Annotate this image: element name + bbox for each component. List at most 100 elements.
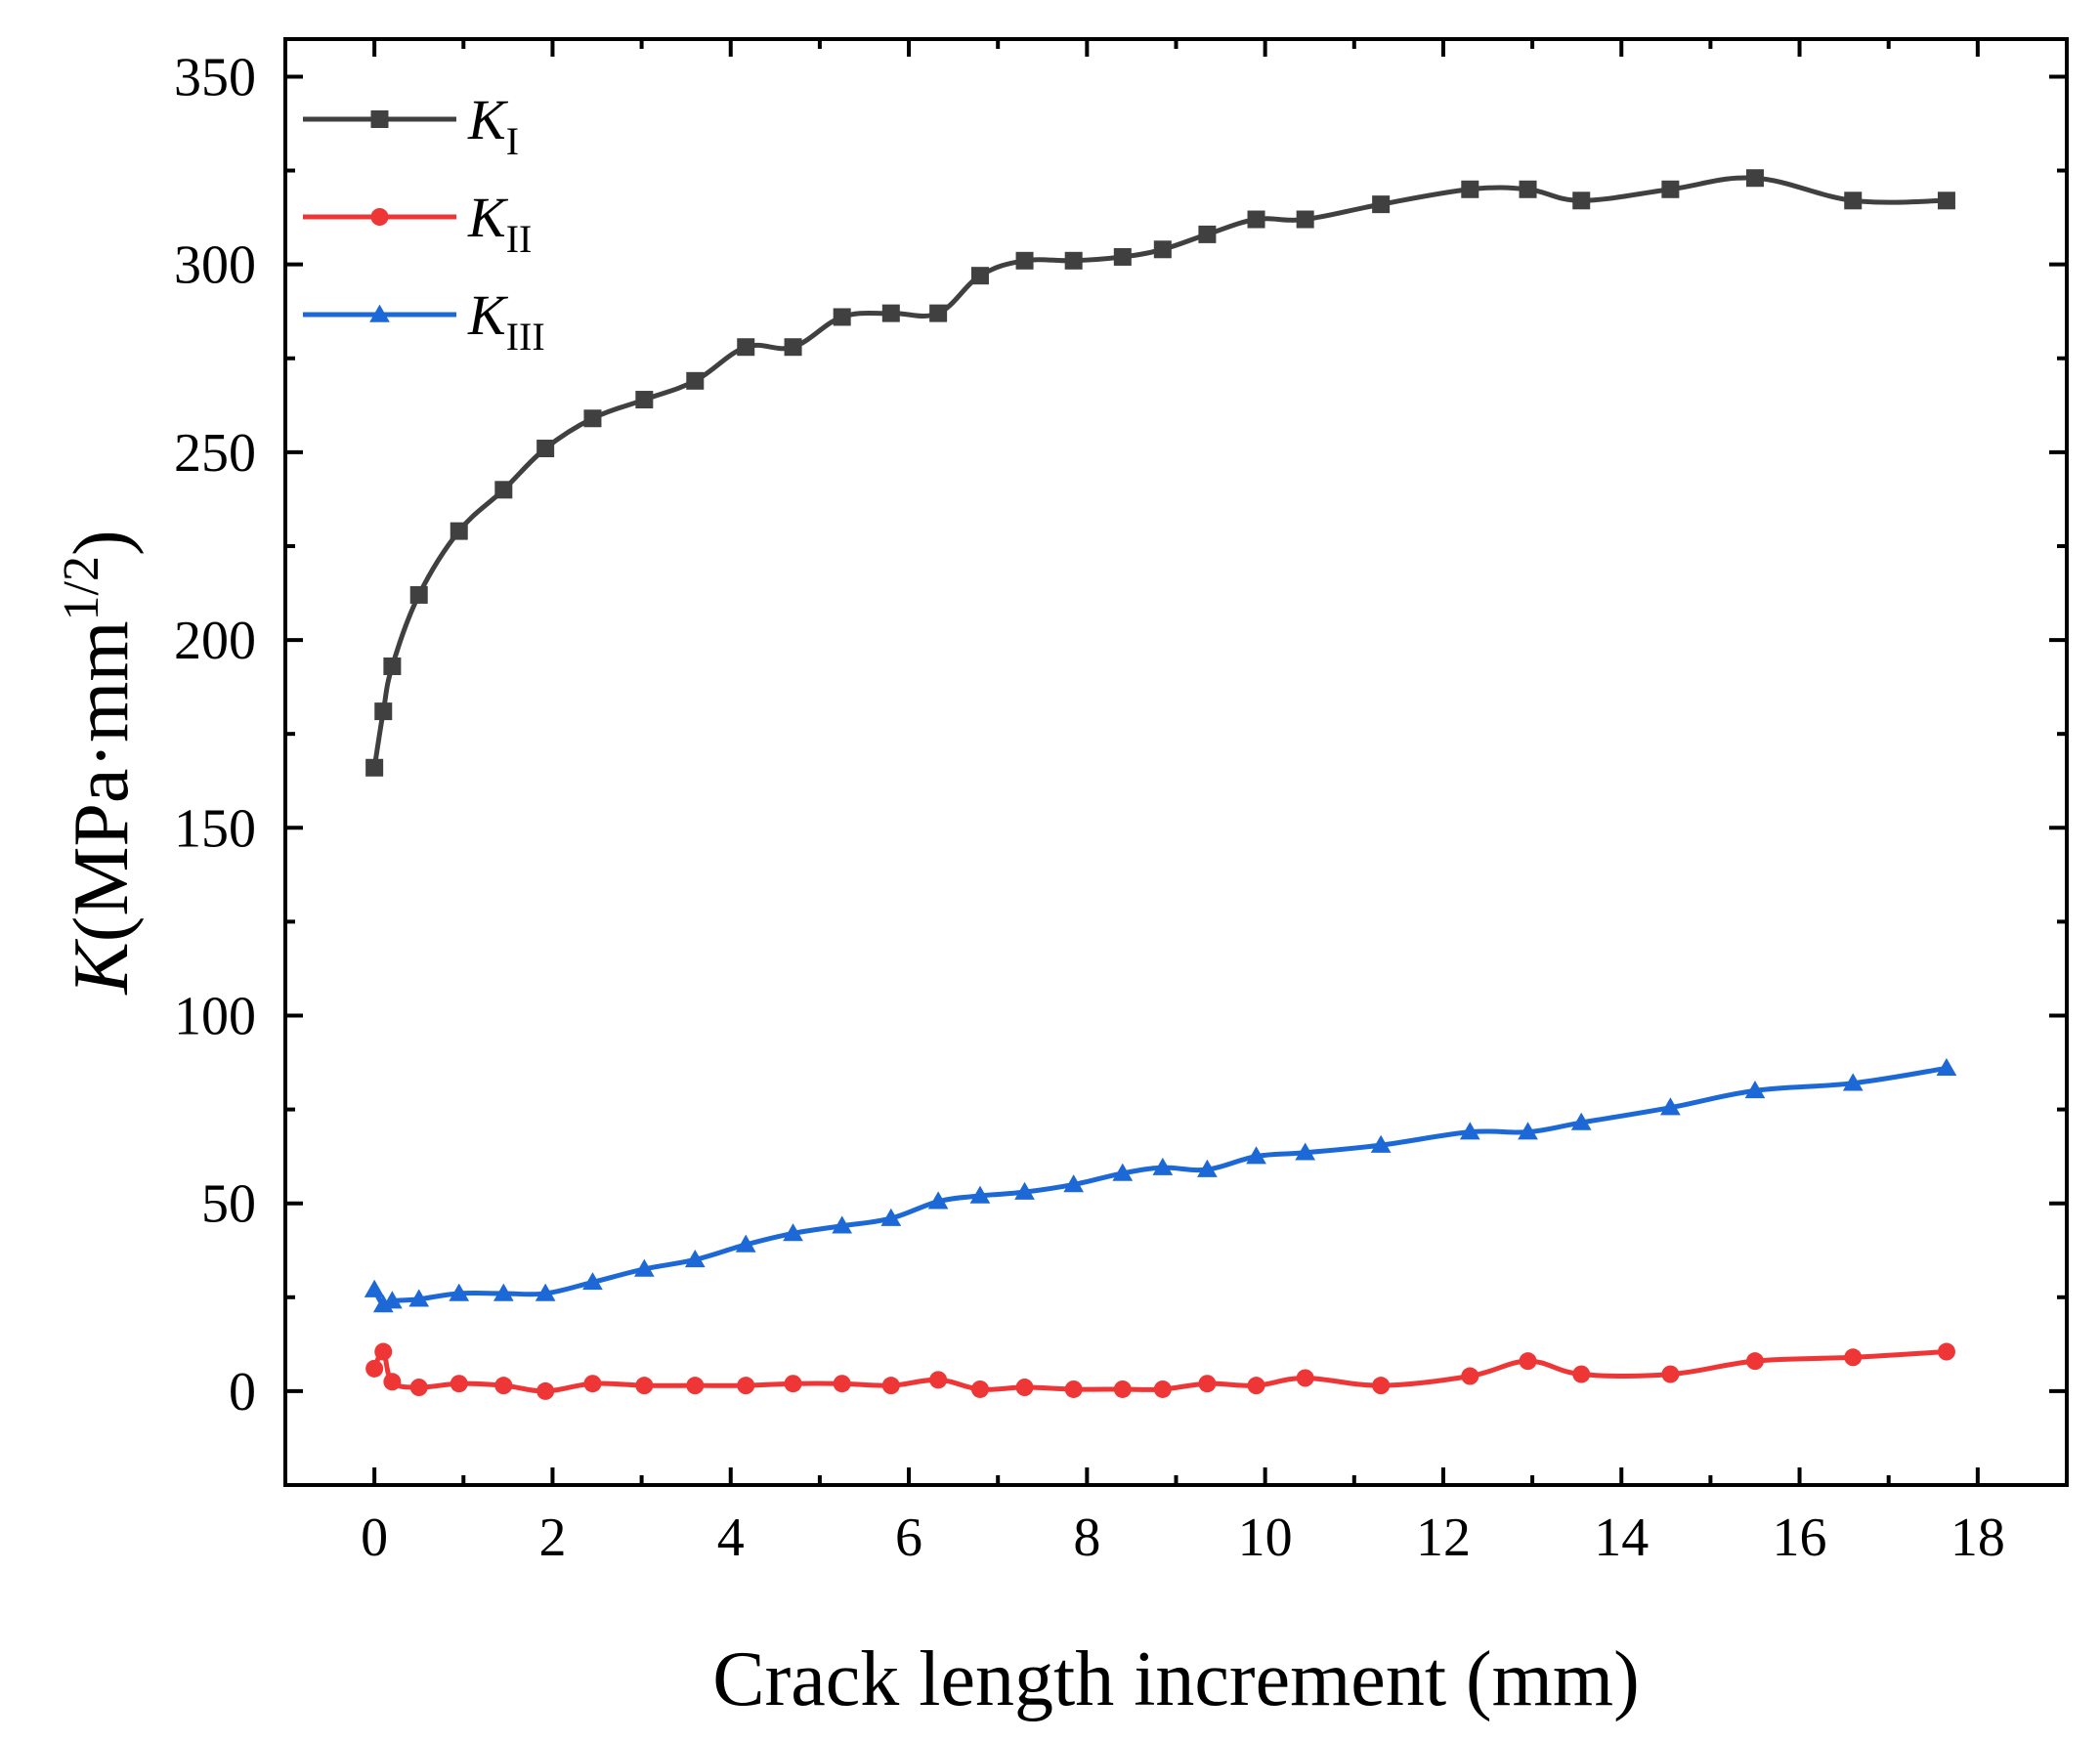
data-point (1661, 1365, 1680, 1383)
y-axis-title-close: ) (59, 530, 145, 556)
legend-swatch-marker (370, 208, 389, 226)
data-point (1844, 191, 1863, 210)
y-tick-label: 50 (201, 1174, 256, 1235)
data-point (1152, 1157, 1174, 1175)
data-point (1519, 180, 1537, 198)
data-point (783, 1223, 803, 1242)
x-tick-label: 4 (717, 1507, 745, 1568)
tick-label-layer: 0 2 4 6 8 10 12 14 16 18 0 50 100 150 200 250 300 350 (174, 47, 2005, 1568)
data-point (929, 304, 948, 322)
data-point (1842, 1073, 1864, 1091)
data-point (1572, 1365, 1591, 1383)
y-tick-label: 0 (229, 1362, 256, 1423)
data-point (493, 1283, 514, 1301)
x-axis-title: Crack length increment (mm) (712, 1636, 1640, 1722)
data-point (1246, 1146, 1266, 1165)
data-point (1937, 191, 1955, 210)
data-point (450, 1375, 468, 1393)
data-point (927, 1191, 949, 1210)
data-point (969, 1185, 991, 1204)
data-point (1461, 180, 1479, 198)
data-point (686, 1377, 705, 1395)
y-axis-title-unit: (MPa·mm (59, 620, 145, 942)
data-point (929, 1371, 948, 1389)
data-point (1015, 1379, 1034, 1397)
data-point (833, 308, 851, 326)
data-point (1372, 195, 1391, 214)
x-tick-label: 18 (1950, 1507, 2005, 1568)
data-point (880, 1208, 902, 1226)
data-point (1247, 1377, 1265, 1395)
legend-swatch-marker (369, 304, 390, 322)
data-point (735, 1234, 756, 1253)
y-tick-label: 350 (174, 47, 256, 107)
data-point (1660, 1097, 1681, 1116)
data-point (536, 1381, 555, 1400)
data-point (383, 1373, 402, 1391)
data-point (1112, 1163, 1134, 1181)
data-point (1113, 1380, 1132, 1398)
y-tick-label: 150 (174, 798, 256, 859)
data-point (970, 267, 989, 285)
legend-label: KIII (467, 283, 545, 359)
tick-layer (283, 39, 2069, 1487)
legend-item: KIII (303, 283, 545, 359)
legend-item: KII (303, 186, 532, 261)
series-k-iii (364, 1057, 1957, 1313)
y-tick-label: 100 (174, 986, 256, 1046)
data-point (881, 304, 900, 322)
data-point (737, 1377, 755, 1395)
data-point (635, 391, 654, 409)
data-point (1745, 169, 1764, 188)
data-point (686, 371, 705, 390)
series-line (371, 1065, 1948, 1308)
data-point (1064, 1380, 1083, 1398)
series-line (371, 175, 1947, 769)
data-point (1113, 247, 1132, 266)
legend-label: KI (467, 88, 519, 163)
data-point (784, 338, 802, 357)
data-point (1844, 1348, 1863, 1367)
data-point (1936, 1057, 1957, 1077)
data-point (784, 1375, 802, 1393)
x-tick-label: 0 (361, 1507, 388, 1568)
data-point (635, 1377, 654, 1395)
data-point (1198, 225, 1217, 243)
data-point (374, 1342, 393, 1361)
data-point (1295, 1142, 1316, 1161)
data-point (494, 481, 513, 499)
y-axis-title-symbol: K (59, 939, 145, 996)
y-axis-title: K(MPa·mm1/2) (54, 530, 145, 995)
data-point (365, 758, 384, 777)
data-point (1063, 1174, 1085, 1193)
legend: KI KII KIII (303, 88, 545, 359)
data-point (449, 1283, 470, 1301)
data-point (408, 1289, 430, 1307)
data-point (382, 1291, 403, 1309)
x-tick-label: 8 (1073, 1507, 1100, 1568)
data-point (1015, 251, 1034, 270)
data-point (365, 1359, 384, 1378)
data-point (1372, 1377, 1391, 1395)
data-point (374, 702, 393, 721)
x-tick-label: 12 (1416, 1507, 1471, 1568)
data-point (1570, 1112, 1592, 1130)
data-point (1153, 1380, 1172, 1398)
data-point (536, 440, 555, 458)
x-tick-label: 16 (1773, 1507, 1827, 1568)
y-tick-label: 300 (174, 235, 256, 296)
data-point (1461, 1367, 1479, 1385)
y-tick-label: 200 (174, 611, 256, 671)
data-point (1937, 1342, 1955, 1361)
data-point (684, 1250, 706, 1268)
data-point (409, 585, 428, 604)
data-point (633, 1258, 655, 1277)
data-point (450, 522, 468, 540)
data-point (1745, 1352, 1764, 1371)
data-point (737, 338, 755, 357)
series-k-ii (365, 1342, 1955, 1400)
data-point (364, 1279, 385, 1297)
data-point (1519, 1352, 1537, 1371)
x-tick-label: 6 (895, 1507, 922, 1568)
